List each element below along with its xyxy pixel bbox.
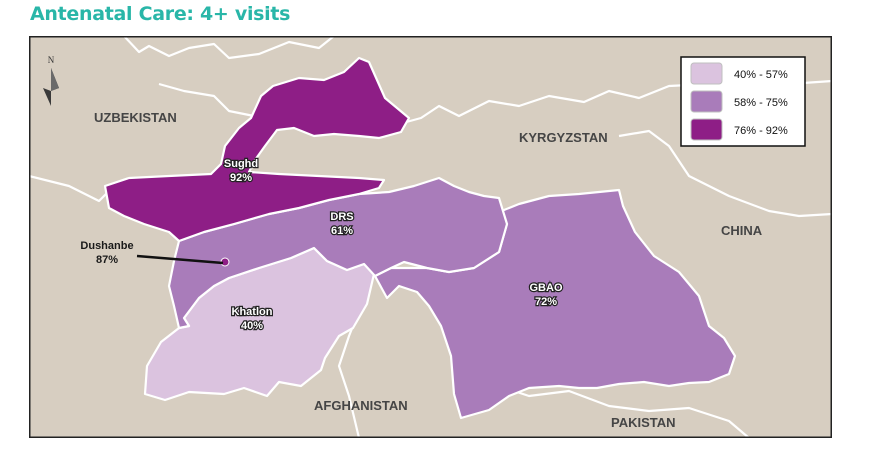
region-label-khatlon-name: Khatlon [232, 306, 273, 318]
country-label-uzbekistan: UZBEKISTAN [94, 110, 177, 125]
legend-swatch-1 [690, 62, 723, 85]
region-label-sughd-name: Sughd [224, 158, 258, 170]
region-label-gbao-value: 72% [535, 296, 557, 308]
region-label-dushanbe-value: 87% [96, 254, 118, 266]
region-label-drs-name: DRS [330, 211, 353, 223]
country-label-pakistan: PAKISTAN [611, 415, 676, 430]
region-label-sughd-value: 92% [230, 172, 252, 184]
legend-swatch-2 [690, 90, 723, 113]
north-arrow-icon [43, 68, 59, 106]
region-label-khatlon-value: 40% [241, 320, 263, 332]
legend-label-3: 76% - 92% [734, 125, 788, 137]
region-label-gbao-name: GBAO [530, 282, 563, 294]
country-label-china: CHINA [721, 223, 763, 238]
dushanbe-leader-line [136, 254, 224, 265]
map-title: Antenatal Care: 4+ visits [30, 3, 291, 25]
region-label-drs-value: 61% [331, 225, 353, 237]
country-label-kyrgyzstan: KYRGYZSTAN [519, 130, 608, 145]
region-sughd[interactable] [103, 56, 411, 243]
region-gbao[interactable] [373, 188, 737, 420]
north-label: N [48, 55, 55, 65]
legend-swatch-3 [690, 118, 723, 141]
legend-label-2: 58% - 75% [734, 97, 788, 109]
map-frame [29, 36, 832, 438]
choropleth-map: N UZBEKISTAN KYRGYZSTAN CHINA AFGHANISTA… [29, 36, 832, 438]
region-label-dushanbe-name: Dushanbe [80, 240, 133, 252]
country-label-afghanistan: AFGHANISTAN [314, 398, 408, 413]
legend-label-1: 40% - 57% [734, 69, 788, 81]
region-drs[interactable] [167, 176, 509, 330]
legend: 40% - 57% 58% - 75% 76% - 92% [680, 56, 806, 147]
